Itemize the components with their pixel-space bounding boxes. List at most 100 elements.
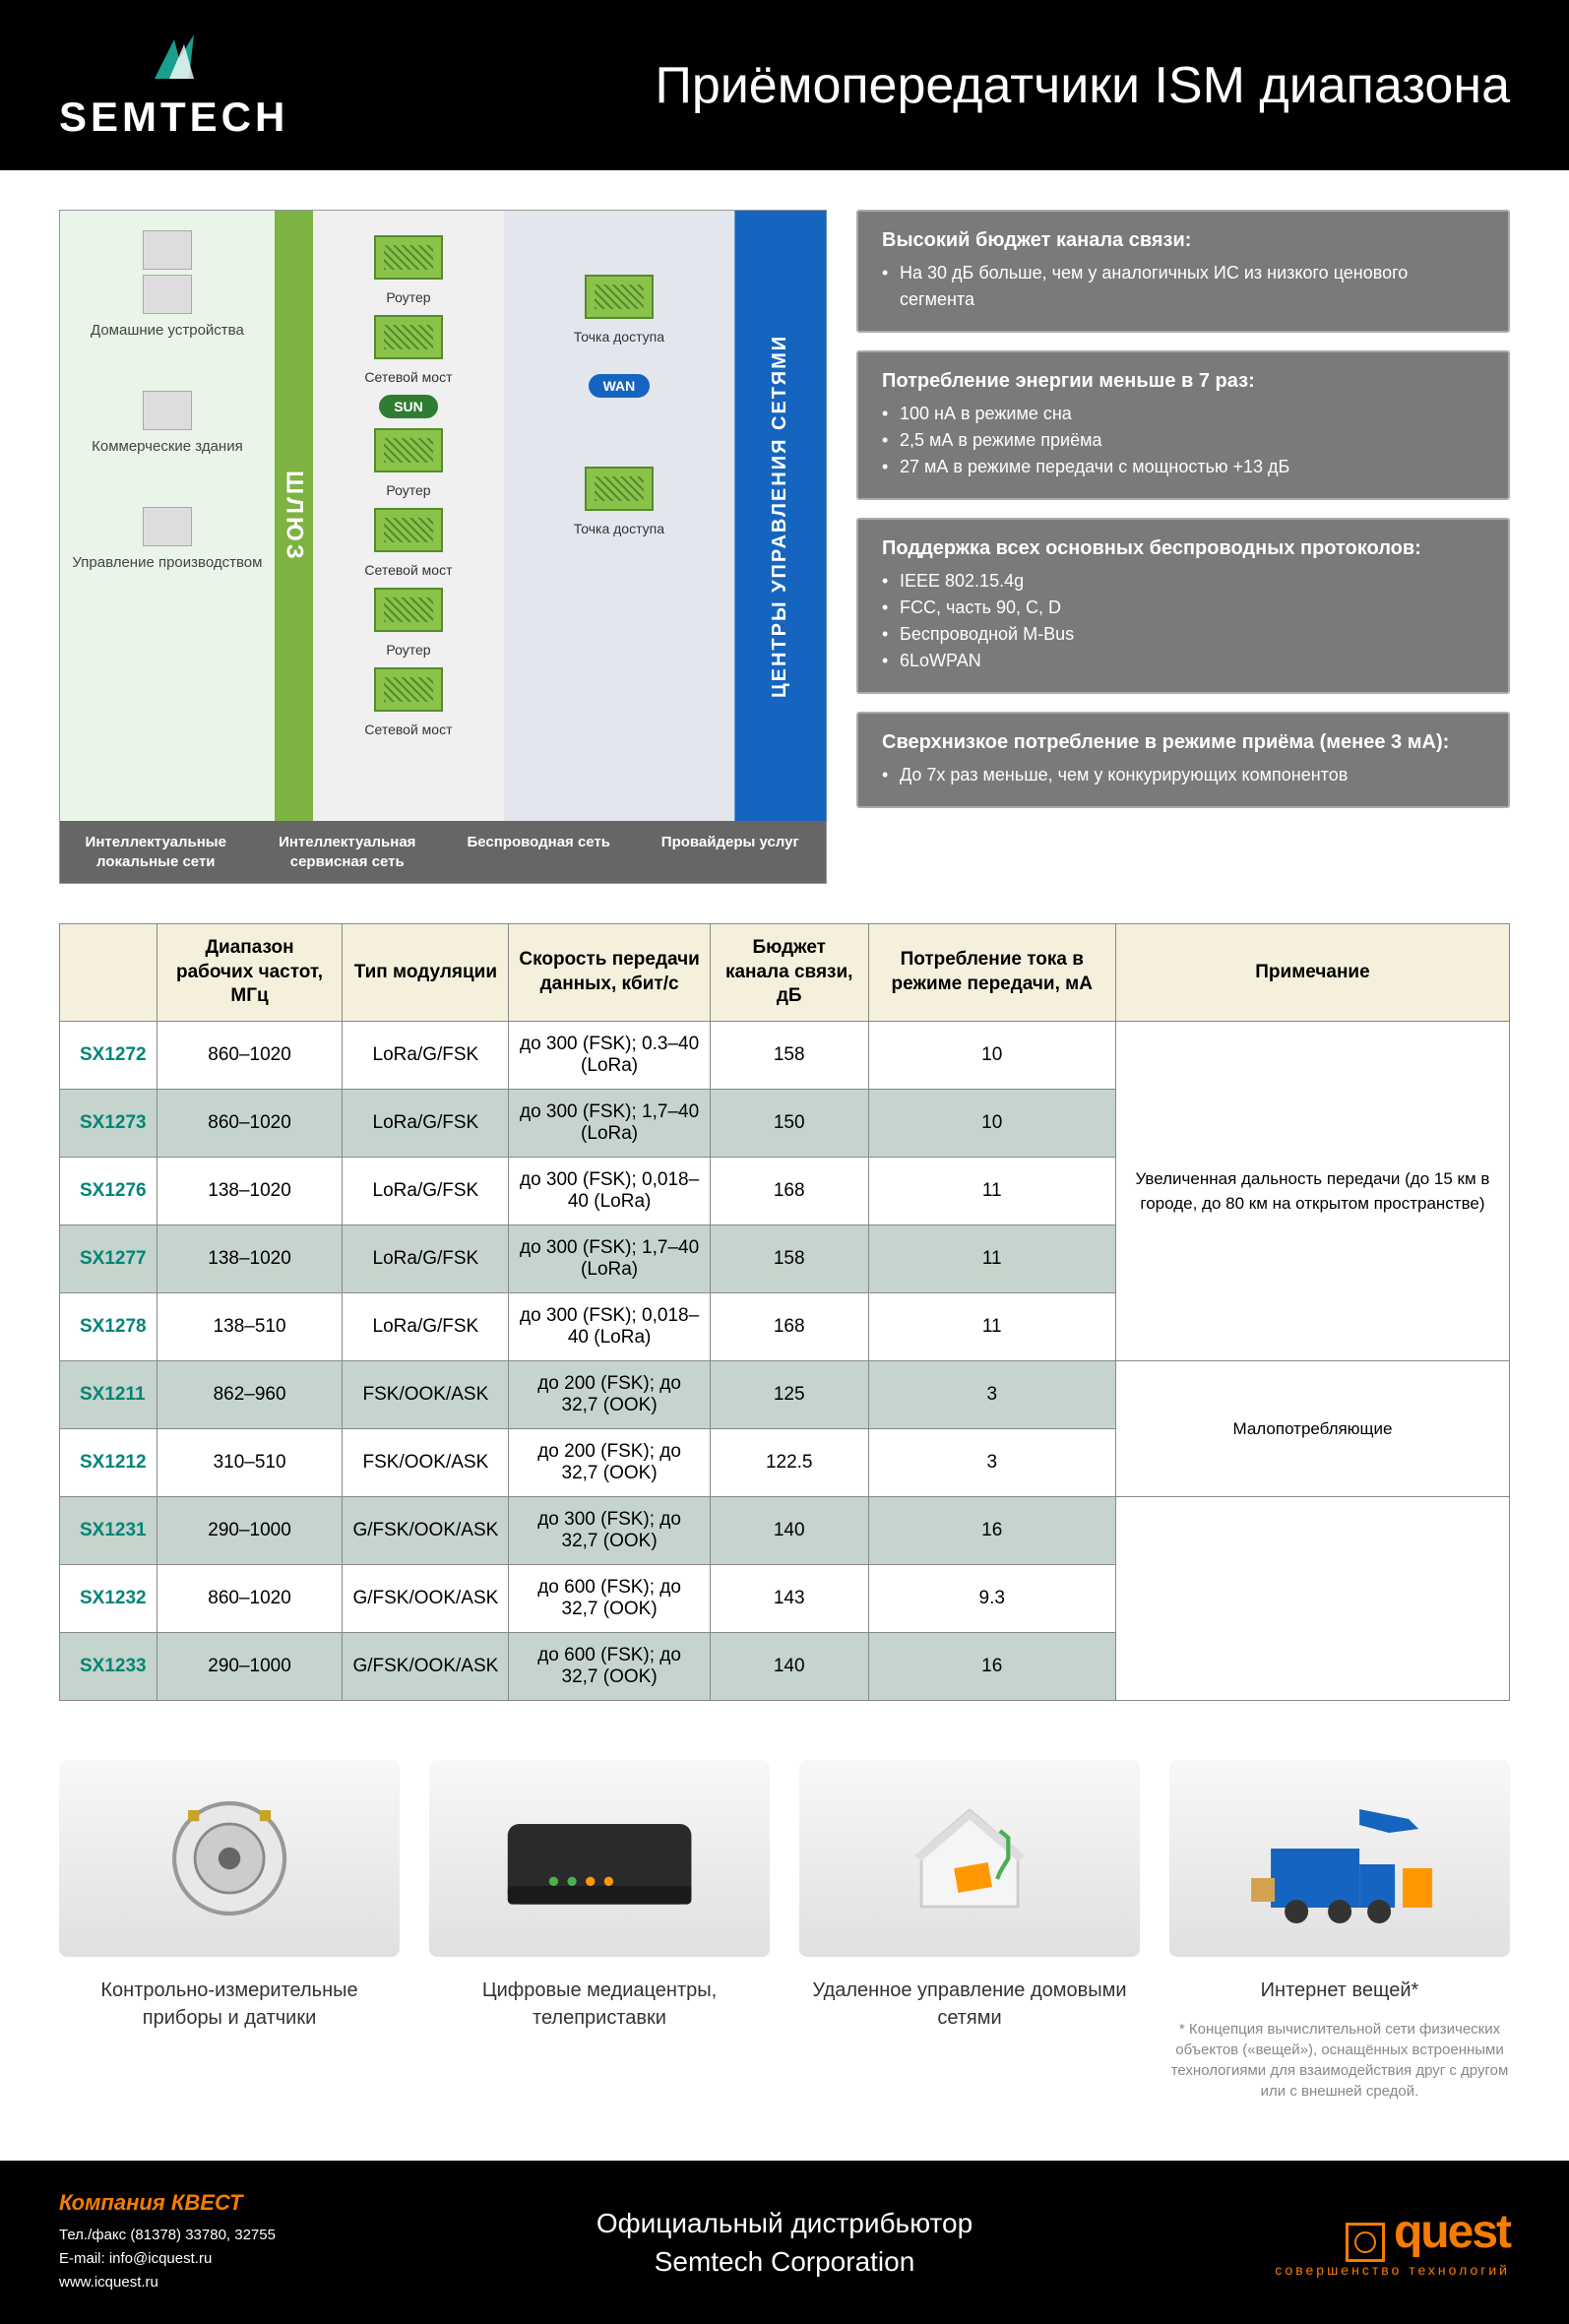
callout-box: Потребление энергии меньше в 7 раз: 100 н…: [856, 350, 1510, 500]
network-diagram: Домашние устройства Коммерческие здания …: [59, 210, 827, 884]
table-cell: 16: [868, 1633, 1115, 1701]
table-cell: LoRa/G/FSK: [343, 1090, 509, 1158]
callout-item: IEEE 802.15.4g: [882, 568, 1484, 595]
callouts-column: Высокий бюджет канала связи: На 30 дБ бол…: [856, 210, 1510, 884]
table-cell: 862–960: [157, 1361, 343, 1429]
quest-logo-subtitle: совершенство технологий: [1275, 2262, 1510, 2278]
diagram-footer: Интеллектуальные локальные сети Интеллек…: [60, 821, 826, 883]
page-footer: Компания КВЕСТ Тел./факс (81378) 33780, …: [0, 2161, 1569, 2324]
table-cell: SX1278: [60, 1293, 157, 1361]
table-cell: LoRa/G/FSK: [343, 1293, 509, 1361]
table-cell: 860–1020: [157, 1090, 343, 1158]
table-cell: до 300 (FSK); 1,7–40 (LoRa): [509, 1090, 711, 1158]
table-cell: до 600 (FSK); до 32,7 (OOK): [509, 1633, 711, 1701]
table-cell: 11: [868, 1158, 1115, 1225]
diagram-label: Коммерческие здания: [70, 438, 265, 455]
table-cell: до 300 (FSK); 1,7–40 (LoRa): [509, 1225, 711, 1293]
table-cell: 10: [868, 1022, 1115, 1090]
table-cell: 168: [710, 1158, 868, 1225]
footer-email: E-mail: info@icquest.ru: [59, 2247, 394, 2271]
table-cell: 138–510: [157, 1293, 343, 1361]
application-card: Контрольно-измерительные приборы и датчи…: [59, 1760, 400, 2102]
table-cell: SX1272: [60, 1022, 157, 1090]
application-card: Удаленное управление домовыми сетями: [799, 1760, 1140, 2102]
table-cell: до 600 (FSK); до 32,7 (OOK): [509, 1565, 711, 1633]
table-note-cell: [1115, 1497, 1509, 1701]
callout-item: 100 нА в режиме сна: [882, 401, 1484, 427]
table-cell: 138–1020: [157, 1225, 343, 1293]
table-cell: 3: [868, 1429, 1115, 1497]
table-cell: до 300 (FSK); 0,018–40 (LoRa): [509, 1293, 711, 1361]
table-cell: до 300 (FSK); 0,018–40 (LoRa): [509, 1158, 711, 1225]
centers-label: ЦЕНТРЫ УПРАВЛЕНИЯ СЕТЯМИ: [734, 211, 826, 821]
meter-icon: [59, 1760, 400, 1957]
table-row: SX1231290–1000G/FSK/OOK/ASKдо 300 (FSK);…: [60, 1497, 1510, 1565]
table-cell: FSK/OOK/ASK: [343, 1361, 509, 1429]
footer-distributor: Официальный дистрибьютор Semtech Corpora…: [433, 2204, 1136, 2281]
table-cell: 158: [710, 1225, 868, 1293]
table-cell: до 200 (FSK); до 32,7 (OOK): [509, 1361, 711, 1429]
table-cell: 140: [710, 1633, 868, 1701]
table-header-cell: Тип модуляции: [343, 924, 509, 1022]
callout-title: Потребление энергии меньше в 7 раз:: [882, 370, 1484, 393]
callout-title: Высокий бюджет канала связи:: [882, 229, 1484, 252]
callout-item: Беспроводной M-Bus: [882, 621, 1484, 648]
table-cell: до 300 (FSK); до 32,7 (OOK): [509, 1497, 711, 1565]
sun-badge: SUN: [379, 395, 438, 418]
table-cell: 150: [710, 1090, 868, 1158]
table-cell: 290–1000: [157, 1497, 343, 1565]
logistics-icon: [1169, 1760, 1510, 1957]
application-label: Цифровые медиацентры, телеприставки: [429, 1977, 770, 2032]
callout-box: Сверхнизкое потребление в режиме приёма …: [856, 712, 1510, 808]
table-header-cell: Скорость передачи данных, кбит/с: [509, 924, 711, 1022]
house-icon: [799, 1760, 1140, 1957]
table-cell: 122.5: [710, 1429, 868, 1497]
table-cell: SX1233: [60, 1633, 157, 1701]
semtech-logo-text: SEMTECH: [59, 94, 288, 141]
semtech-logo: SEMTECH: [59, 30, 288, 141]
table-cell: SX1277: [60, 1225, 157, 1293]
table-cell: 290–1000: [157, 1633, 343, 1701]
callout-item: 6LoWPAN: [882, 648, 1484, 674]
application-label: Удаленное управление домовыми сетями: [799, 1977, 1140, 2032]
application-card: Интернет вещей* * Концепция вычислительно…: [1169, 1760, 1510, 2102]
callout-box: Поддержка всех основных беспроводных про…: [856, 518, 1510, 694]
callout-title: Сверхнизкое потребление в режиме приёма …: [882, 731, 1484, 754]
table-cell: до 200 (FSK); до 32,7 (OOK): [509, 1429, 711, 1497]
table-cell: LoRa/G/FSK: [343, 1022, 509, 1090]
table-cell: LoRa/G/FSK: [343, 1158, 509, 1225]
table-cell: 11: [868, 1225, 1115, 1293]
callout-item: 2,5 мА в режиме приёма: [882, 427, 1484, 454]
table-cell: до 300 (FSK); 0.3–40 (LoRa): [509, 1022, 711, 1090]
table-cell: G/FSK/OOK/ASK: [343, 1633, 509, 1701]
application-label: Интернет вещей*: [1169, 1977, 1510, 2004]
gateway-label: ШЛЮЗ: [275, 211, 313, 821]
footer-phone: Тел./факс (81378) 33780, 32755: [59, 2224, 394, 2247]
application-card: Цифровые медиацентры, телеприставки: [429, 1760, 770, 2102]
table-cell: 158: [710, 1022, 868, 1090]
table-header-cell: Потребление тока в режиме передачи, мА: [868, 924, 1115, 1022]
table-cell: G/FSK/OOK/ASK: [343, 1565, 509, 1633]
table-cell: 16: [868, 1497, 1115, 1565]
footer-contact: Компания КВЕСТ Тел./факс (81378) 33780, …: [59, 2190, 394, 2294]
table-cell: 138–1020: [157, 1158, 343, 1225]
table-cell: 125: [710, 1361, 868, 1429]
table-cell: 310–510: [157, 1429, 343, 1497]
callout-item: До 7х раз меньше, чем у конкурирующих ко…: [882, 762, 1484, 788]
settop-icon: [429, 1760, 770, 1957]
application-footnote: * Концепция вычислительной сети физическ…: [1169, 2019, 1510, 2102]
callout-box: Высокий бюджет канала связи: На 30 дБ бол…: [856, 210, 1510, 333]
diagram-label: Домашние устройства: [70, 322, 265, 339]
table-cell: SX1232: [60, 1565, 157, 1633]
quest-logo: quest совершенство технологий: [1175, 2205, 1510, 2281]
table-cell: FSK/OOK/ASK: [343, 1429, 509, 1497]
table-note-cell: Малопотребляющие: [1115, 1361, 1509, 1497]
table-cell: SX1273: [60, 1090, 157, 1158]
callout-item: На 30 дБ больше, чем у аналогичных ИС из…: [882, 260, 1484, 313]
footer-company-name: Компания КВЕСТ: [59, 2190, 394, 2216]
table-cell: 10: [868, 1090, 1115, 1158]
callout-item: FCC, часть 90, C, D: [882, 595, 1484, 621]
table-header-cell: Примечание: [1115, 924, 1509, 1022]
table-cell: 140: [710, 1497, 868, 1565]
parts-table: Диапазон рабочих частот, МГцТип модуляци…: [59, 923, 1510, 1701]
